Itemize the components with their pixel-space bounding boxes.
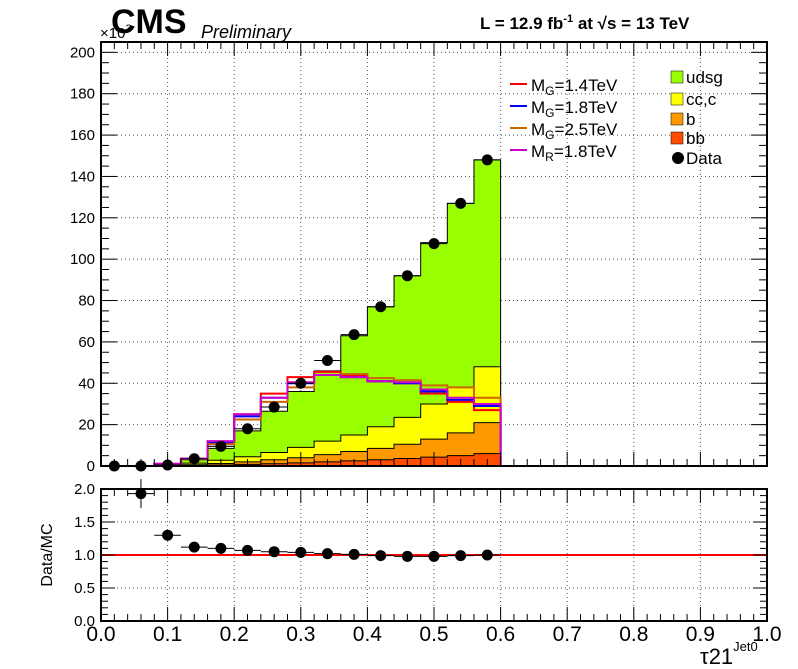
y-tick-label: 140 <box>70 168 95 185</box>
ratio-y-label: Data/MC <box>39 523 56 586</box>
y-tick-label: 40 <box>78 375 95 392</box>
stacked-histogram <box>101 159 502 467</box>
x-axis-label: τ21Jet0 <box>700 639 758 669</box>
ratio-point <box>348 548 360 560</box>
y-tick-label: 160 <box>70 127 95 144</box>
data-point <box>428 238 440 250</box>
ratio-y-tick-label: 0.5 <box>74 580 95 597</box>
energy-sep: at <box>573 14 598 33</box>
ratio-point <box>321 548 333 560</box>
ratio-point <box>375 550 387 562</box>
x-tick-label: 0.1 <box>153 623 182 646</box>
data-point <box>321 355 333 367</box>
ratio-y-tick-label: 1.0 <box>74 547 95 564</box>
ratio-point <box>401 550 413 562</box>
ratio-plot: 0.0 0.5 1.0 1.5 2.0 0.0 0.1 0.2 0.3 0.4 0.5 0.6 0.7… <box>39 479 782 646</box>
x-tick-label: 1.0 <box>752 623 781 646</box>
ratio-y-axis: 0.0 0.5 1.0 1.5 2.0 <box>74 481 767 630</box>
data-point <box>348 329 360 341</box>
data-point <box>295 377 307 389</box>
preliminary-label: Preliminary <box>201 22 292 42</box>
ratio-y-tick-label: 0.0 <box>74 613 95 630</box>
x-tick-label: 0.8 <box>619 623 648 646</box>
ratio-point <box>295 546 307 558</box>
legend-label: cc,c <box>686 90 717 109</box>
energy-value: s = 13 TeV <box>607 14 690 33</box>
y-tick-label: 80 <box>78 293 95 310</box>
cms-label: CMS <box>111 3 187 41</box>
legend-signal-label: MG=1.8TeV <box>531 98 618 120</box>
data-point <box>268 401 280 413</box>
y-tick-label: 100 <box>70 251 95 268</box>
x-tick-label: 0.3 <box>286 623 315 646</box>
data-points <box>101 154 501 472</box>
y-multiplier: ×103 <box>100 23 132 42</box>
legend-data-marker <box>672 152 684 164</box>
ratio-point <box>428 550 440 562</box>
x-tick-label: 0.6 <box>486 623 515 646</box>
ratio-point <box>268 546 280 558</box>
ratio-y-tick-label: 2.0 <box>74 481 95 498</box>
ratio-point <box>455 550 467 562</box>
legend-swatch <box>670 92 684 106</box>
legend-label: udsg <box>686 68 723 87</box>
x-tick-label: 0.7 <box>553 623 582 646</box>
main-x-ticks <box>100 42 768 466</box>
y-tick-label: 60 <box>78 334 95 351</box>
ratio-point <box>215 542 227 554</box>
ratio-x-axis: 0.0 0.1 0.2 0.3 0.4 0.5 0.6 0.7 0.8 0.9 1.0 <box>86 489 782 646</box>
data-point <box>401 270 413 282</box>
sqrt-symbol: √ <box>598 14 608 33</box>
data-point <box>481 154 493 166</box>
y-tick-label: 200 <box>70 44 95 61</box>
x-tick-label: 0.0 <box>86 623 115 646</box>
ratio-point <box>188 541 200 553</box>
main-plot: 0 20 40 60 80 100 120 140 160 180 200 <box>70 41 768 475</box>
legend-swatch <box>670 131 684 145</box>
y-tick-label: 120 <box>70 210 95 227</box>
x-tick-label: 0.4 <box>353 623 383 646</box>
legend-signal-label: MG=2.5TeV <box>531 120 618 142</box>
ratio-point <box>242 544 254 556</box>
data-point <box>242 423 254 435</box>
data-point <box>375 301 387 313</box>
legend-signal-label: MR=1.8TeV <box>531 142 617 164</box>
lumi-text: L = 12.9 fb-1 at √s = 13 TeV <box>480 13 690 33</box>
legend-swatch <box>670 112 684 126</box>
legend-label: bb <box>686 129 705 148</box>
lumi-main: L = 12.9 fb <box>480 14 563 33</box>
legend-signal-label: MG=1.4TeV <box>531 76 618 98</box>
x-tick-label: 0.5 <box>419 623 448 646</box>
main-y-axis: 0 20 40 60 80 100 120 140 160 180 200 <box>70 41 767 475</box>
legend-data-label: Data <box>686 149 722 168</box>
legend-label: b <box>686 110 695 129</box>
legend-swatch <box>670 70 684 84</box>
x-tick-label: 0.9 <box>686 623 715 646</box>
x-tick-label: 0.2 <box>220 623 249 646</box>
y-tick-label: 20 <box>78 417 95 434</box>
data-point <box>215 440 227 452</box>
y-tick-label: 180 <box>70 86 95 103</box>
ratio-point <box>481 549 493 561</box>
data-point <box>188 453 200 465</box>
lumi-exp: -1 <box>563 13 573 25</box>
data-point <box>455 197 467 209</box>
ratio-point <box>162 529 174 541</box>
y-tick-label: 0 <box>87 458 95 475</box>
ratio-y-tick-label: 1.5 <box>74 514 95 531</box>
